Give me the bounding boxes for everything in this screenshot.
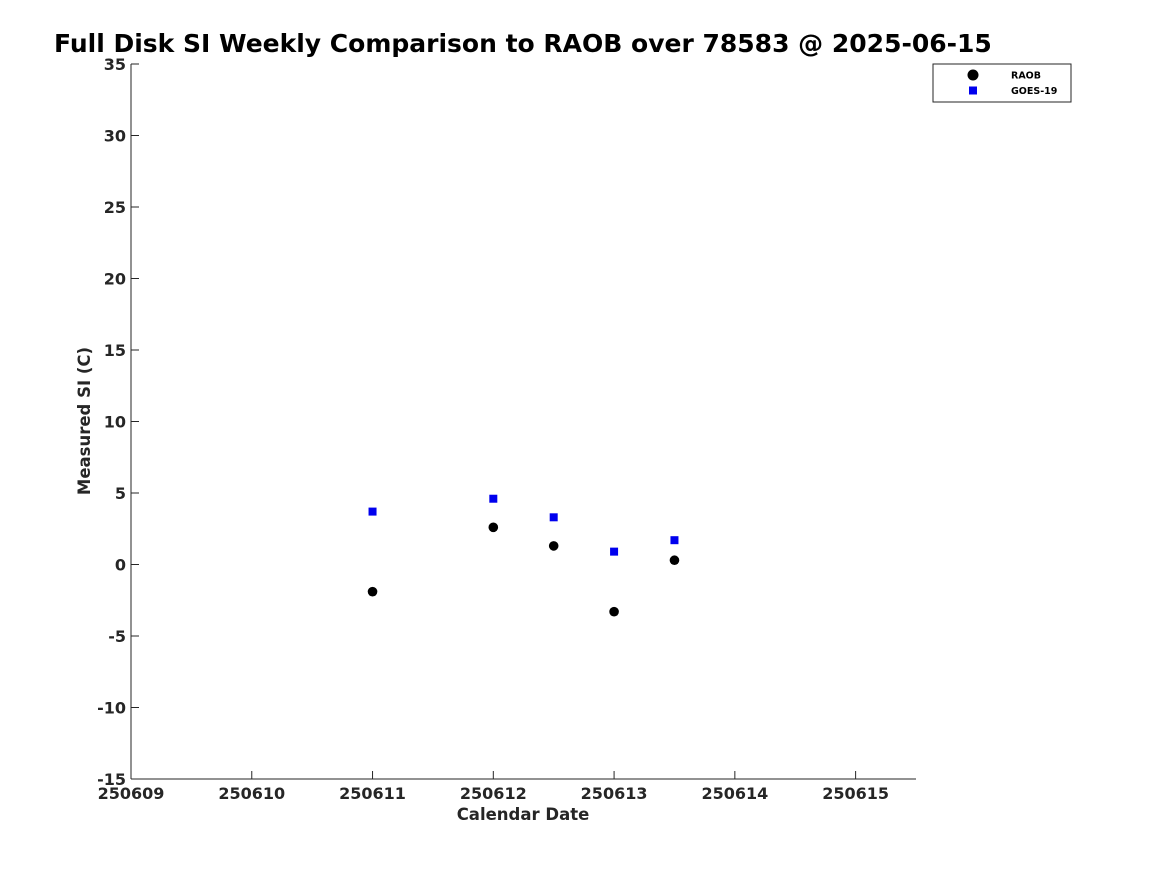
y-tick-label: 35 [104,55,126,74]
goes-19-point [368,507,377,516]
chart-title: Full Disk SI Weekly Comparison to RAOB o… [54,29,992,58]
x-tick-label: 250609 [98,784,165,803]
y-tick-label: 5 [115,484,126,503]
goes-19-point [610,547,619,556]
legend-goes-19-label: GOES-19 [1011,86,1057,97]
legend-box [932,63,1072,103]
x-tick-label: 250614 [701,784,768,803]
raob-point [609,606,619,617]
y-tick-label: 30 [104,127,126,146]
x-tick-label: 250611 [339,784,406,803]
legend-raob-marker [967,69,979,81]
x-axis-label: Calendar Date [457,805,590,824]
y-tick-label: -10 [97,699,126,718]
y-tick-label: 0 [115,556,126,575]
y-tick-label: 25 [104,198,126,217]
y-tick-label: 15 [104,341,126,360]
x-ticks: 250609 250610 250611 250612 250613 250614 2506… [98,771,889,803]
legend-goes-19-marker [969,86,977,95]
y-ticks: -15 -10 -5 0 5 10 15 20 25 30 35 [97,55,139,789]
goes-19-point [489,494,498,503]
legend-raob-label: RAOB [1011,71,1041,82]
plot-area [130,64,916,780]
raob-point [367,586,378,597]
goes-19-point [670,536,679,545]
x-tick-label: 250615 [822,784,889,803]
data-points [367,494,680,617]
y-axis-label: Measured SI (C) [75,347,94,495]
x-tick-label: 250610 [218,784,285,803]
y-tick-label: 20 [104,270,126,289]
goes-19-point [549,513,558,522]
y-tick-label: -5 [108,627,126,646]
x-tick-label: 250612 [460,784,527,803]
legend: RAOB GOES-19 [932,63,1072,103]
y-tick-label: 10 [104,413,126,432]
raob-point [669,555,680,566]
y-tick-label: -15 [97,770,126,789]
raob-point [488,522,499,533]
raob-point [548,541,559,551]
x-tick-label: 250613 [581,784,648,803]
